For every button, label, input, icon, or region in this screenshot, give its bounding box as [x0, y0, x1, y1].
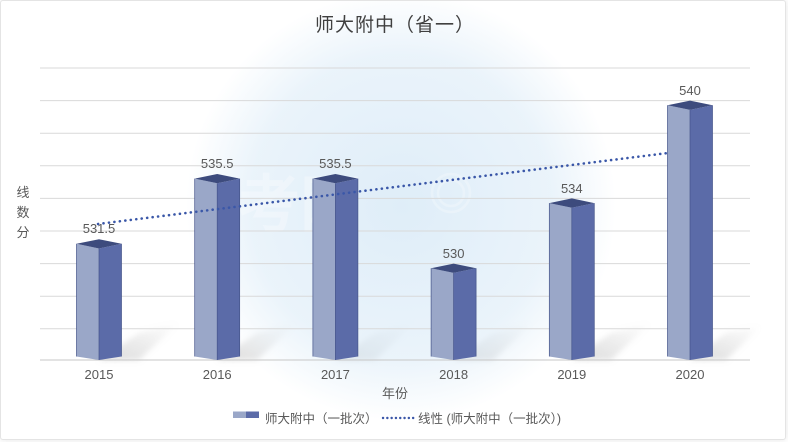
- svg-text:师大附中（一批次）: 师大附中（一批次）: [265, 411, 378, 426]
- svg-text:线: 线: [16, 185, 29, 200]
- svg-text:2015: 2015: [85, 367, 114, 382]
- svg-text:2018: 2018: [439, 367, 468, 382]
- svg-text:年份: 年份: [382, 386, 408, 401]
- svg-text:531.5: 531.5: [83, 221, 116, 236]
- svg-text:540: 540: [679, 83, 701, 98]
- svg-text:2016: 2016: [203, 367, 232, 382]
- svg-text:535.5: 535.5: [201, 156, 234, 171]
- svg-text:2020: 2020: [676, 367, 705, 382]
- svg-text:分: 分: [16, 225, 29, 240]
- svg-text:2017: 2017: [321, 367, 350, 382]
- svg-text:530: 530: [443, 246, 465, 261]
- svg-text:534: 534: [561, 181, 583, 196]
- svg-text:535.5: 535.5: [319, 156, 352, 171]
- svg-text:线性 (师大附中（一批次）): 线性 (师大附中（一批次）): [418, 411, 561, 426]
- svg-text:数: 数: [16, 205, 29, 220]
- svg-text:2019: 2019: [557, 367, 586, 382]
